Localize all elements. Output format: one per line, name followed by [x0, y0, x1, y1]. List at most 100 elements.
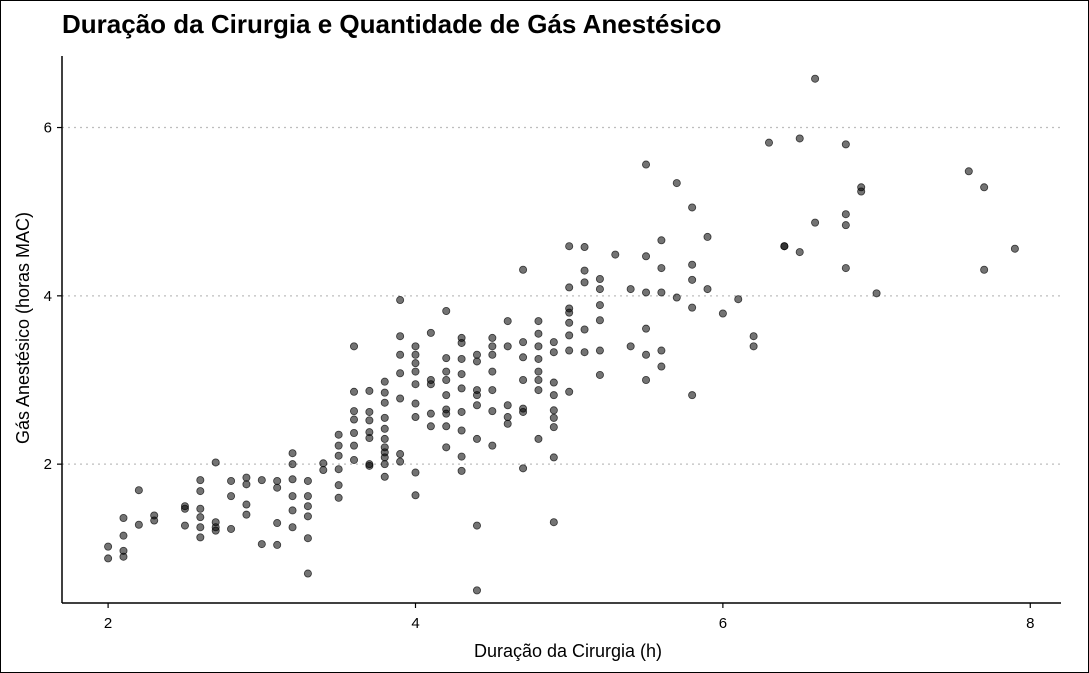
data-point [334, 465, 343, 474]
data-point [426, 380, 435, 389]
data-point [749, 332, 758, 341]
data-point [396, 296, 405, 305]
data-point [380, 377, 389, 386]
data-point [303, 476, 312, 485]
data-point [288, 492, 297, 501]
data-point [565, 346, 574, 355]
data-point [411, 342, 420, 351]
data-point [442, 391, 451, 400]
data-point [273, 519, 282, 528]
data-point [488, 441, 497, 450]
data-point [488, 386, 497, 395]
data-point [672, 293, 681, 302]
x-axis-label: Duração da Cirurgia (h) [474, 641, 662, 661]
data-point [519, 338, 528, 347]
data-point [519, 353, 528, 362]
data-point [580, 348, 589, 357]
data-point [242, 500, 251, 509]
data-point [657, 346, 666, 355]
data-point [472, 586, 481, 595]
data-point [688, 260, 697, 269]
data-point [380, 472, 389, 481]
data-point [642, 350, 651, 359]
data-point [580, 266, 589, 275]
y-tick-label: 2 [44, 456, 52, 473]
data-point [780, 242, 789, 251]
data-point [180, 504, 189, 513]
data-point [565, 242, 574, 251]
data-point [549, 413, 558, 422]
data-point [442, 367, 451, 376]
data-point [334, 441, 343, 450]
data-point [196, 523, 205, 532]
data-point [411, 359, 420, 368]
data-point [795, 248, 804, 257]
data-point [380, 413, 389, 422]
chart-title: Duração da Cirurgia e Quantidade de Gás … [62, 9, 722, 39]
data-point [396, 332, 405, 341]
data-point [350, 342, 359, 351]
data-point [626, 285, 635, 294]
data-point [503, 401, 512, 410]
data-point [472, 521, 481, 530]
data-point [764, 138, 773, 147]
data-point [642, 252, 651, 261]
data-point [334, 430, 343, 439]
data-point [196, 476, 205, 485]
gridlines [62, 126, 1061, 465]
data-point [580, 243, 589, 252]
data-point [595, 346, 604, 355]
data-point [134, 520, 143, 529]
data-point [457, 407, 466, 416]
x-tick-label: 8 [1026, 615, 1034, 632]
data-point [457, 354, 466, 363]
data-point [534, 329, 543, 338]
data-point [565, 331, 574, 340]
data-point [273, 540, 282, 549]
data-point [288, 449, 297, 458]
data-point [580, 325, 589, 334]
data-point [196, 487, 205, 496]
data-point [365, 407, 374, 416]
data-point [488, 350, 497, 359]
data-point [242, 473, 251, 482]
data-point [396, 350, 405, 359]
data-point [549, 423, 558, 432]
data-point [411, 399, 420, 408]
data-point [611, 250, 620, 259]
data-point [303, 492, 312, 501]
data-point [549, 338, 558, 347]
data-point [519, 407, 528, 416]
data-point [457, 384, 466, 393]
data-point [350, 415, 359, 424]
data-point [688, 275, 697, 284]
data-point [104, 554, 113, 563]
data-point [303, 569, 312, 578]
data-point [534, 434, 543, 443]
data-point [350, 455, 359, 464]
data-point [642, 324, 651, 333]
data-point [319, 459, 328, 468]
data-point [488, 333, 497, 342]
data-point [549, 453, 558, 462]
data-point [519, 464, 528, 473]
data-point [426, 422, 435, 431]
data-point [488, 407, 497, 416]
data-point [334, 493, 343, 502]
data-point [411, 468, 420, 477]
y-tick-label: 6 [44, 120, 52, 137]
data-point [980, 265, 989, 274]
data-point [657, 264, 666, 273]
data-point [411, 350, 420, 359]
data-point [549, 518, 558, 527]
data-point [642, 160, 651, 169]
y-tick-label: 4 [44, 288, 52, 305]
data-point [350, 407, 359, 416]
y-axis-label: Gás Anestésico (horas MAC) [13, 212, 33, 444]
data-point [380, 460, 389, 469]
data-point [119, 531, 128, 540]
data-point [380, 388, 389, 397]
data-point [811, 74, 820, 83]
data-point [841, 221, 850, 230]
data-point [257, 540, 266, 549]
